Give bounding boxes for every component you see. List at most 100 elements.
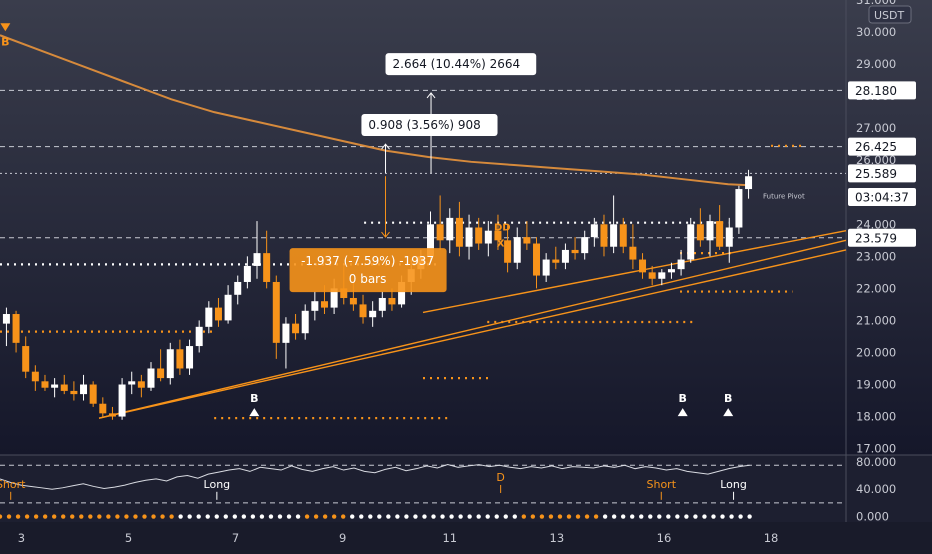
candle-body[interactable] (108, 413, 116, 417)
candle-body[interactable] (484, 230, 492, 244)
candle-body[interactable] (696, 224, 704, 241)
candle-body[interactable] (320, 301, 328, 308)
candle-body[interactable] (455, 217, 463, 247)
candle-body[interactable] (176, 349, 184, 369)
oscillator-dot (151, 514, 156, 519)
candle-body[interactable] (311, 301, 319, 311)
candle-body[interactable] (388, 297, 396, 305)
candle-body[interactable] (581, 237, 589, 254)
candle-body[interactable] (494, 230, 502, 241)
candle-body[interactable] (282, 323, 290, 343)
oscillator-dot (512, 514, 517, 519)
candle-body[interactable] (60, 384, 68, 391)
candle-body[interactable] (667, 269, 675, 273)
candle-body[interactable] (677, 259, 685, 270)
price-level-badge[interactable] (848, 81, 916, 100)
candle-body[interactable] (523, 237, 531, 244)
candle-body[interactable] (398, 281, 406, 305)
candle-body[interactable] (369, 310, 377, 318)
candle-body[interactable] (446, 217, 454, 241)
candle-body[interactable] (629, 246, 637, 260)
measure-label-box[interactable] (361, 113, 498, 136)
candle-body[interactable] (378, 297, 386, 311)
candle-body[interactable] (243, 265, 251, 282)
candle-body[interactable] (224, 294, 232, 321)
candle-body[interactable] (658, 272, 666, 279)
candle-body[interactable] (128, 381, 136, 385)
candle-body[interactable] (340, 288, 348, 298)
candle-body[interactable] (648, 272, 656, 279)
candle-body[interactable] (253, 253, 261, 266)
candle-body[interactable] (272, 281, 280, 343)
candle-body[interactable] (600, 224, 608, 247)
oscillator-dot (79, 514, 84, 519)
oscillator-dot (124, 514, 129, 519)
candle-body[interactable] (89, 384, 97, 404)
candle-body[interactable] (542, 259, 550, 276)
measure-label-box[interactable] (289, 248, 447, 293)
candle-body[interactable] (330, 288, 338, 308)
candle-body[interactable] (533, 243, 541, 276)
price-level-badge[interactable] (848, 137, 916, 156)
date-tick-label: 13 (550, 531, 565, 545)
trendline[interactable] (98, 249, 847, 419)
candle-body[interactable] (157, 368, 165, 379)
candle-body[interactable] (166, 349, 174, 379)
candle-body[interactable] (31, 371, 39, 382)
candle-body[interactable] (436, 224, 444, 241)
candle-body[interactable] (214, 307, 222, 321)
candle-body[interactable] (263, 253, 271, 282)
candle-body[interactable] (475, 227, 483, 244)
candle-body[interactable] (687, 224, 695, 260)
price-level-badge[interactable] (848, 228, 916, 247)
candle-body[interactable] (70, 390, 78, 395)
buy-signal-label: B (250, 392, 258, 405)
trendline[interactable] (98, 239, 847, 419)
candle-body[interactable] (41, 381, 49, 388)
candle-body[interactable] (22, 346, 30, 372)
candle-body[interactable] (716, 221, 724, 247)
oscillator-dot (250, 514, 256, 519)
price-level-badge[interactable] (848, 164, 916, 183)
candle-body[interactable] (12, 314, 20, 343)
candle-body[interactable] (735, 189, 743, 228)
candle-body[interactable] (51, 384, 59, 388)
candle-body[interactable] (745, 176, 753, 190)
oscillator-dot (331, 514, 337, 519)
candle-body[interactable] (205, 307, 213, 327)
candle-body[interactable] (426, 224, 434, 257)
candle-body[interactable] (619, 224, 627, 247)
currency-badge[interactable] (868, 5, 912, 24)
candle-body[interactable] (590, 224, 598, 238)
price-level-text: 03:04:37 (855, 191, 909, 205)
candle-body[interactable] (292, 323, 300, 334)
candle-body[interactable] (706, 221, 714, 241)
candle-body[interactable] (465, 227, 473, 247)
candle-body[interactable] (610, 224, 618, 247)
candle-body[interactable] (99, 403, 107, 414)
candle-body[interactable] (195, 326, 203, 347)
candle-body[interactable] (349, 297, 357, 305)
oscillator-dot (548, 514, 554, 519)
measure-label-box[interactable] (385, 53, 537, 76)
candle-body[interactable] (147, 368, 155, 388)
candle-body[interactable] (186, 346, 194, 369)
candle-body[interactable] (359, 304, 367, 318)
candle-body[interactable] (137, 381, 145, 388)
candle-body[interactable] (639, 259, 647, 273)
candle-body[interactable] (234, 281, 242, 295)
candle-body[interactable] (80, 384, 88, 395)
candle-body[interactable] (552, 259, 560, 263)
trendline[interactable] (422, 230, 847, 314)
candle-body[interactable] (725, 227, 733, 247)
candle-body[interactable] (571, 249, 579, 254)
candle-body[interactable] (118, 384, 126, 417)
candle-body[interactable] (2, 314, 10, 324)
price-level-badge[interactable] (848, 188, 916, 207)
candle-body[interactable] (561, 249, 569, 263)
candle-body[interactable] (504, 240, 512, 263)
candle-body[interactable] (301, 310, 309, 334)
candle-body[interactable] (513, 237, 521, 263)
